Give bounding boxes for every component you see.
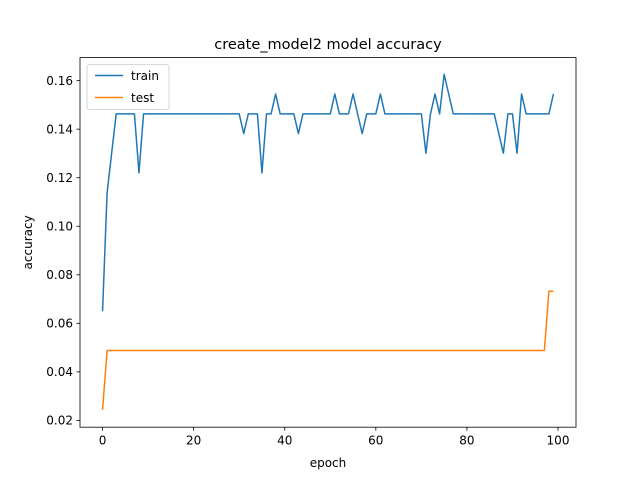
- y-tick-label: 0.02: [46, 414, 73, 428]
- x-axis-label: epoch: [310, 456, 347, 470]
- plot-area: 0 20 40 60 80 100 0.02 0.04 0.06 0.08 0.10 0.12 0.14…: [46, 57, 577, 448]
- x-tick-label: 60: [368, 434, 383, 448]
- x-tick-label: 20: [186, 434, 201, 448]
- x-tick-label: 80: [459, 434, 474, 448]
- series-line-test: [101, 290, 554, 410]
- y-tick-label: 0.06: [46, 317, 73, 331]
- chart-title: create_model2 model accuracy: [214, 37, 442, 53]
- x-tick-label: 100: [547, 434, 570, 448]
- y-axis-label: accuracy: [21, 215, 35, 269]
- legend-test-label: test: [131, 91, 154, 105]
- x-tick-label: 40: [277, 434, 292, 448]
- x-tick-label: 0: [99, 434, 107, 448]
- y-tick-label: 0.04: [46, 365, 73, 379]
- y-tick-label: 0.16: [46, 74, 73, 88]
- series-layer: [101, 73, 555, 410]
- y-tick-label: 0.12: [46, 171, 73, 185]
- axes-frame: [79, 57, 577, 428]
- y-tick-label: 0.14: [46, 122, 73, 136]
- ticks-layer: 0 20 40 60 80 100 0.02 0.04 0.06 0.08 0.10 0.12 0.14…: [46, 74, 569, 448]
- y-tick-label: 0.10: [46, 220, 73, 234]
- legend-train-label: train: [131, 69, 159, 83]
- series-line-train: [101, 73, 555, 312]
- legend: train test: [86, 64, 170, 110]
- y-tick-label: 0.08: [46, 268, 73, 282]
